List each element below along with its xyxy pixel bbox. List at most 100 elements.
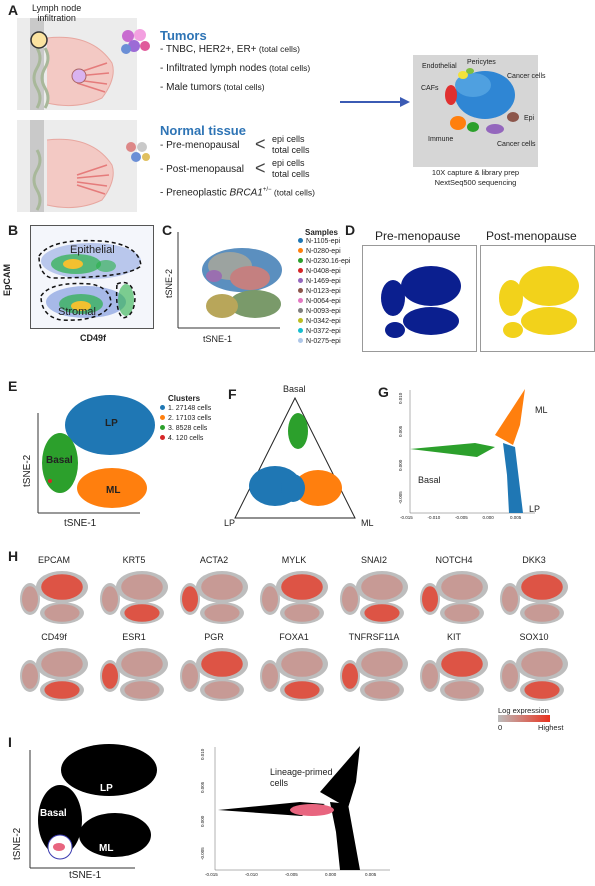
expression-gradient-bar — [498, 715, 550, 722]
legend-swatch — [160, 435, 165, 440]
cluster-blob — [20, 660, 40, 692]
expression-overlay — [422, 586, 438, 612]
panel-i-label: I — [8, 734, 12, 750]
post-menopause-tsne — [480, 245, 595, 352]
expression-overlay — [502, 663, 518, 689]
expression-overlay — [441, 651, 483, 677]
clusters-legend-item: 4. 120 cells — [160, 435, 203, 442]
expression-legend-low: 0 — [498, 723, 503, 732]
cluster-blob — [440, 679, 484, 701]
cluster-blob — [356, 571, 408, 603]
capture-caption: 10X capture & library prep NextSeq500 seq… — [431, 168, 520, 187]
facs-density-plot — [38, 239, 142, 321]
legend-label: N-0342-epi — [306, 318, 341, 325]
pre-menopausal-item: - Pre-menopausal — [160, 140, 240, 151]
facs-ylabel: EpCAM — [2, 264, 12, 296]
expression-overlay — [364, 681, 400, 699]
expression-overlay — [41, 651, 83, 677]
legend-label: N-0064-epi — [306, 298, 341, 305]
legend-label: 3. 8528 cells — [168, 425, 208, 432]
gene-panel-cd49f: CD49f — [14, 632, 94, 707]
samples-legend-item: N-1469-epi — [298, 278, 341, 285]
tsne-overview-plot — [445, 68, 519, 134]
normal-cell-cluster-icon — [126, 142, 150, 162]
tsne-label-endothelial: Endothelial — [422, 63, 457, 70]
expression-overlay — [102, 586, 118, 612]
sample-tsne-ylabel: tSNE-2 — [164, 268, 174, 298]
expression-overlay — [281, 651, 323, 677]
breast-schematic-top — [17, 18, 137, 110]
expression-overlay — [262, 586, 278, 612]
cluster-blob — [516, 648, 568, 680]
panel-a-label: A — [8, 2, 19, 18]
clusters-legend-item: 2. 17103 cells — [160, 415, 211, 422]
pre-cells-options: epi cells total cells — [272, 134, 310, 155]
cluster-blob — [196, 571, 248, 603]
legend-label: N-0372-epi — [306, 328, 341, 335]
i-basal-label: Basal — [40, 808, 67, 819]
clusters-legend-item: 3. 8528 cells — [160, 425, 207, 432]
cluster-blob — [500, 583, 520, 615]
expression-overlay — [124, 604, 160, 622]
expression-overlay — [444, 604, 480, 622]
breast-top-illustration — [30, 18, 114, 110]
lineage-diffusion-plot — [214, 746, 390, 871]
legend-label: 4. 120 cells — [168, 435, 204, 442]
expression-overlay — [284, 604, 320, 622]
pre-menopause-tsne-plot — [381, 266, 461, 338]
cluster-blob — [280, 602, 324, 624]
post-menopause-tsne-plot — [499, 266, 579, 338]
tsne-label-cafs: CAFs — [421, 85, 439, 92]
clusters-legend-title: Clusters — [168, 394, 201, 403]
i-xticks: -0.015 -0.010 -0.005 0.000 0.005 — [205, 872, 385, 882]
expression-overlay — [121, 651, 163, 677]
tumors-title: Tumors — [160, 28, 207, 43]
expression-overlay — [182, 586, 198, 612]
legend-swatch — [298, 328, 303, 333]
legend-swatch — [160, 425, 165, 430]
gene-tsne-mini-plot — [340, 648, 408, 701]
gene-label: TNFRSF11A — [348, 632, 400, 642]
samples-legend-item: N-0275-epi — [298, 338, 341, 345]
gene-label: ESR1 — [122, 632, 146, 642]
gene-panel-notch4: NOTCH4 — [414, 555, 494, 630]
gene-label: SNAI2 — [360, 555, 387, 565]
gene-tsne-mini-plot — [420, 571, 488, 624]
gene-tsne-mini-plot — [260, 648, 328, 701]
pre-menopause-title: Pre-menopause — [375, 229, 461, 243]
y-tick-label: -0.005 — [398, 491, 403, 504]
cluster-blob — [340, 583, 360, 615]
legend-swatch — [298, 248, 303, 253]
y-tick-label: 0.010 — [398, 392, 403, 404]
expression-overlay — [342, 663, 358, 689]
tumor-item-3: - Male tumors (total cells) — [160, 82, 265, 93]
preneoplastic-item: - Preneoplastic BRCA1+/− (total cells) — [160, 187, 315, 199]
gene-tsne-mini-plot — [20, 571, 88, 624]
cluster-blob — [116, 648, 168, 680]
expression-overlay — [102, 663, 118, 689]
cluster-blob — [180, 660, 200, 692]
post-menopausal-item: - Post-menopausal — [160, 164, 244, 175]
x-tick-label: -0.010 — [245, 872, 258, 877]
panel-d-label: D — [345, 222, 356, 238]
post-cells-options: epi cells total cells — [272, 158, 310, 179]
gene-tsne-mini-plot — [500, 648, 568, 701]
expression-overlay — [22, 586, 38, 612]
gene-panel-dkk3: DKK3 — [494, 555, 574, 630]
sample-tsne-plot — [177, 232, 282, 329]
cluster-blob — [500, 660, 520, 692]
y-tick-label: 0.010 — [200, 748, 205, 760]
post-menopause-title: Post-menopause — [486, 229, 577, 243]
samples-legend-item: N-0123-epi — [298, 288, 341, 295]
x-tick-label: 0.005 — [365, 872, 377, 877]
expression-overlay — [204, 681, 240, 699]
gene-expression-grid: EPCAM KRT5 ACTA2 MYLK SNAI2 NOTCH4 DKK3 CD49f ES… — [14, 555, 594, 705]
tsne-label-epi: Epi — [524, 115, 535, 122]
legend-label: N-0280-epi — [306, 248, 341, 255]
gene-label: PGR — [204, 632, 224, 642]
samples-legend-title: Samples — [305, 228, 338, 237]
facs-stromal-label: Stromal — [58, 306, 96, 318]
diffusion-plot-g — [409, 389, 535, 514]
gene-panel-foxa1: FOXA1 — [254, 632, 334, 707]
samples-legend-item: N-0230.16-epi — [298, 258, 350, 265]
